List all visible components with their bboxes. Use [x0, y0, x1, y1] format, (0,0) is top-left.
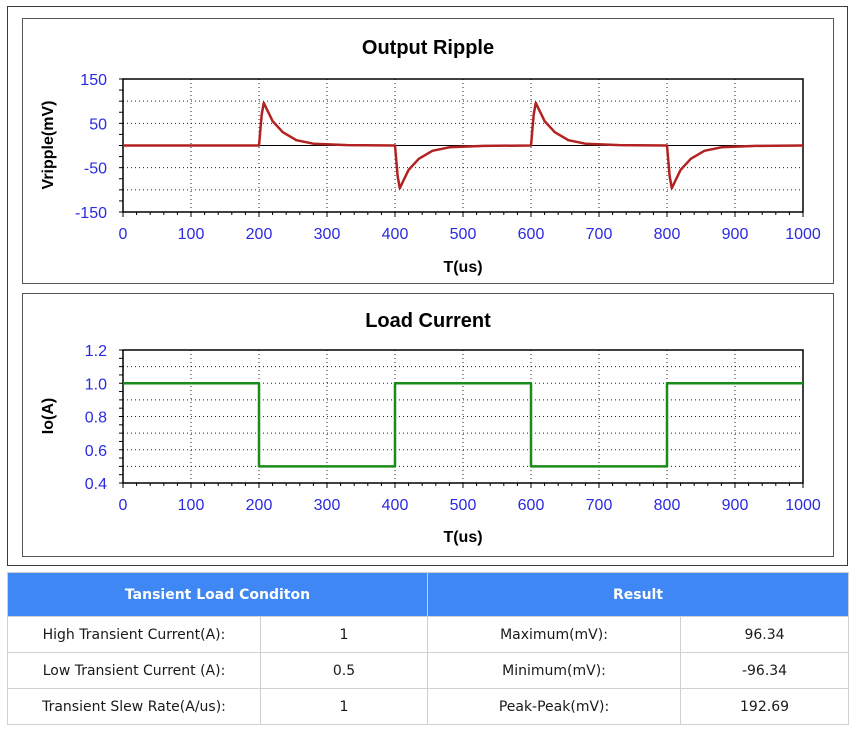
x-tick-label: 0 [119, 497, 128, 514]
table-header-row: Tansient Load Conditon Result [6, 572, 850, 617]
x-tick-label: 500 [450, 226, 477, 243]
result-label: Maximum(mV): [427, 616, 682, 653]
x-tick-label: 800 [654, 497, 681, 514]
y-tick-label: 0.8 [85, 410, 107, 427]
table-row: Low Transient Current (A): 0.5 Minimum(m… [7, 652, 850, 689]
x-tick-label: 500 [450, 497, 477, 514]
header-transient-load-condition: Tansient Load Conditon [6, 572, 429, 617]
x-tick-label: 800 [654, 226, 681, 243]
y-tick-label: 1.0 [85, 376, 107, 393]
y-axis-label: Io(A) [40, 398, 57, 434]
x-tick-label: 700 [586, 226, 613, 243]
result-label: Peak-Peak(mV): [427, 688, 682, 725]
x-tick-label: 100 [178, 497, 205, 514]
x-tick-label: 1000 [785, 497, 821, 514]
condition-label: High Transient Current(A): [7, 616, 261, 653]
chart-panel: Output Ripple 0 100 200 300 400 500 600 700 800 90… [7, 6, 848, 566]
result-value: 192.69 [680, 688, 850, 725]
x-tick-label: 200 [246, 497, 273, 514]
chart-title: Output Ripple [362, 37, 494, 59]
header-result: Result [427, 572, 850, 617]
x-tick-label: 0 [119, 226, 128, 243]
x-tick-label: 100 [178, 226, 205, 243]
x-tick-label: 900 [722, 497, 749, 514]
y-tick-label: 150 [80, 72, 107, 89]
y-tick-label: 0.4 [85, 476, 107, 493]
x-tick-label: 700 [586, 497, 613, 514]
result-value: -96.34 [680, 652, 850, 689]
results-table: Tansient Load Conditon Result High Trans… [6, 572, 850, 725]
result-label: Minimum(mV): [427, 652, 682, 689]
x-tick-label: 600 [518, 226, 545, 243]
condition-label: Low Transient Current (A): [7, 652, 261, 689]
series-line [123, 101, 804, 190]
x-axis-label: T(us) [443, 529, 482, 546]
x-tick-label: 900 [722, 226, 749, 243]
x-tick-label: 300 [314, 497, 341, 514]
condition-value: 1 [259, 688, 429, 725]
x-tick-label: 400 [382, 226, 409, 243]
output-ripple-chart-frame: Output Ripple 0 100 200 300 400 500 600 700 800 90… [22, 18, 834, 284]
y-axis-label: Vripple(mV) [40, 101, 57, 190]
y-tick-label: 1.2 [85, 343, 107, 360]
x-tick-label: 600 [518, 497, 545, 514]
y-tick-label: -150 [75, 205, 107, 222]
result-value: 96.34 [680, 616, 850, 653]
load-current-chart-frame: Load Current 0 100 200 300 400 500 600 700 800 900… [22, 293, 834, 557]
y-tick-label: -50 [84, 161, 107, 178]
x-tick-label: 400 [382, 497, 409, 514]
x-axis-label: T(us) [443, 259, 482, 276]
series-line [123, 382, 803, 468]
table-row: High Transient Current(A): 1 Maximum(mV)… [7, 616, 850, 653]
condition-value: 1 [259, 616, 429, 653]
y-tick-label: 50 [89, 116, 107, 133]
chart-title: Load Current [365, 310, 491, 332]
plot-area [122, 349, 804, 484]
y-tick-label: 0.6 [85, 443, 107, 460]
condition-label: Transient Slew Rate(A/us): [7, 688, 261, 725]
table-row: Transient Slew Rate(A/us): 1 Peak-Peak(m… [7, 688, 850, 725]
x-tick-label: 200 [246, 226, 273, 243]
load-current-chart: Load Current 0 100 200 300 400 500 600 700 800 900… [40, 310, 821, 546]
output-ripple-chart: Output Ripple 0 100 200 300 400 500 600 700 800 90… [40, 37, 821, 276]
x-tick-label: 1000 [785, 226, 821, 243]
x-tick-label: 300 [314, 226, 341, 243]
condition-value: 0.5 [259, 652, 429, 689]
